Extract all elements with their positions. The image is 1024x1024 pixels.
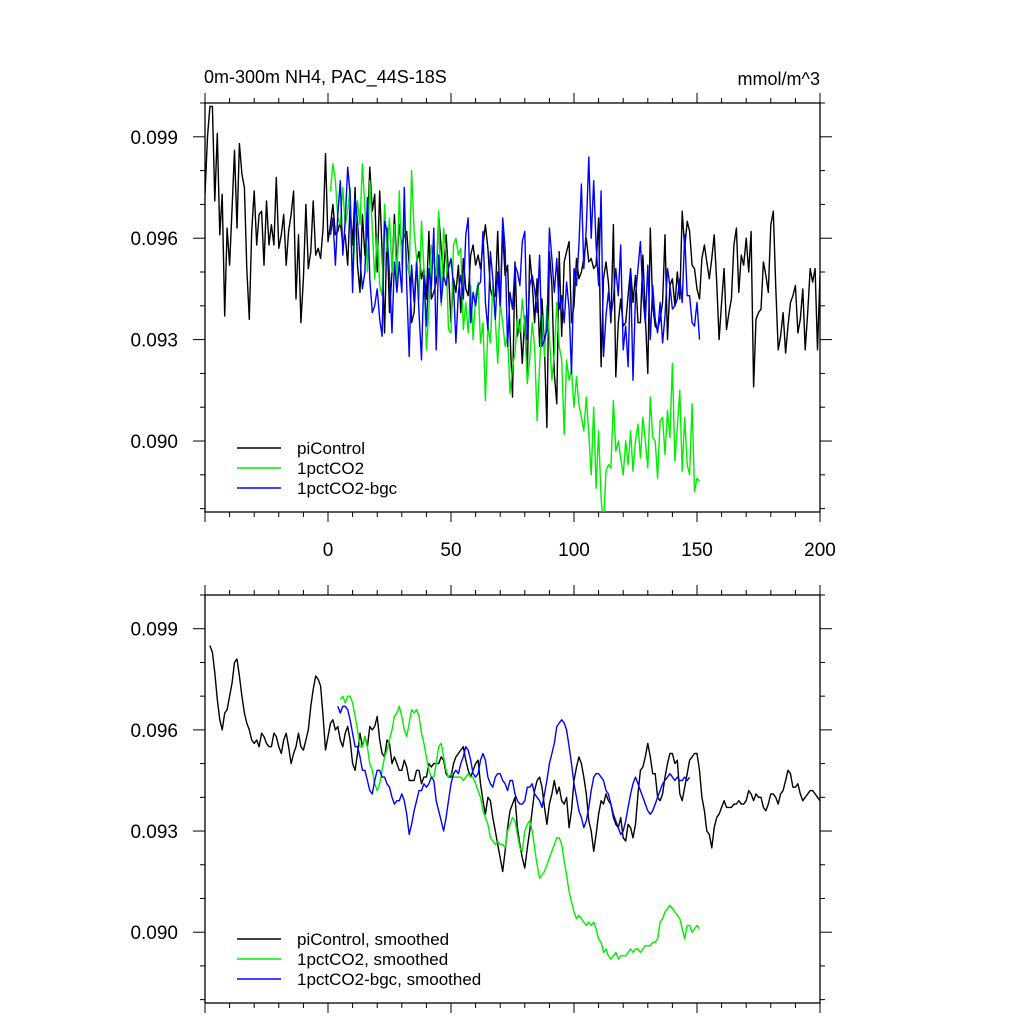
legend-label: 1pctCO2 xyxy=(297,459,364,478)
series-group xyxy=(209,645,820,960)
top-panel: 0 50 100 150 200 0.090 0.093 0.096 0.099 piContro… xyxy=(130,93,836,561)
series-line-picontrol xyxy=(205,105,820,429)
x-tick-label: 200 xyxy=(804,540,836,561)
x-tick-label: 150 xyxy=(681,540,713,561)
y-tick-label: 0.099 xyxy=(130,128,178,149)
y-tick-label: 0.099 xyxy=(130,620,178,641)
panel-title: 0m-300m NH4, PAC_44S-18S xyxy=(204,67,447,88)
legend-label: piControl xyxy=(297,439,365,458)
series-line-1pctco2-bgc xyxy=(329,156,701,381)
legend-label: piControl, smoothed xyxy=(297,930,449,949)
x-tick-label: 100 xyxy=(558,540,590,561)
series-line-picontrol-smoothed xyxy=(209,645,820,873)
y-tick-label: 0.090 xyxy=(130,432,178,453)
series-line-1pctco2-smoothed xyxy=(339,695,701,960)
x-tick-label: 50 xyxy=(440,540,461,561)
plot-frame xyxy=(204,102,821,513)
legend-label: 1pctCO2-bgc, smoothed xyxy=(297,970,481,989)
y-tick-label: 0.093 xyxy=(130,822,178,843)
x-tick-label: 0 xyxy=(323,540,334,561)
units-label: mmol/m^3 xyxy=(738,69,820,89)
y-tick-label: 0.090 xyxy=(130,923,178,944)
legend-label: 1pctCO2, smoothed xyxy=(297,950,448,969)
y-tick-label: 0.093 xyxy=(130,331,178,352)
series-line-1pctco2-bgc-smoothed xyxy=(337,705,691,836)
series-line-1pctco2 xyxy=(329,163,701,512)
plot-frame xyxy=(204,594,821,1004)
series-group xyxy=(205,105,820,512)
legend-label: 1pctCO2-bgc xyxy=(297,479,398,498)
y-tick-label: 0.096 xyxy=(130,229,178,250)
y-tick-label: 0.096 xyxy=(130,721,178,742)
